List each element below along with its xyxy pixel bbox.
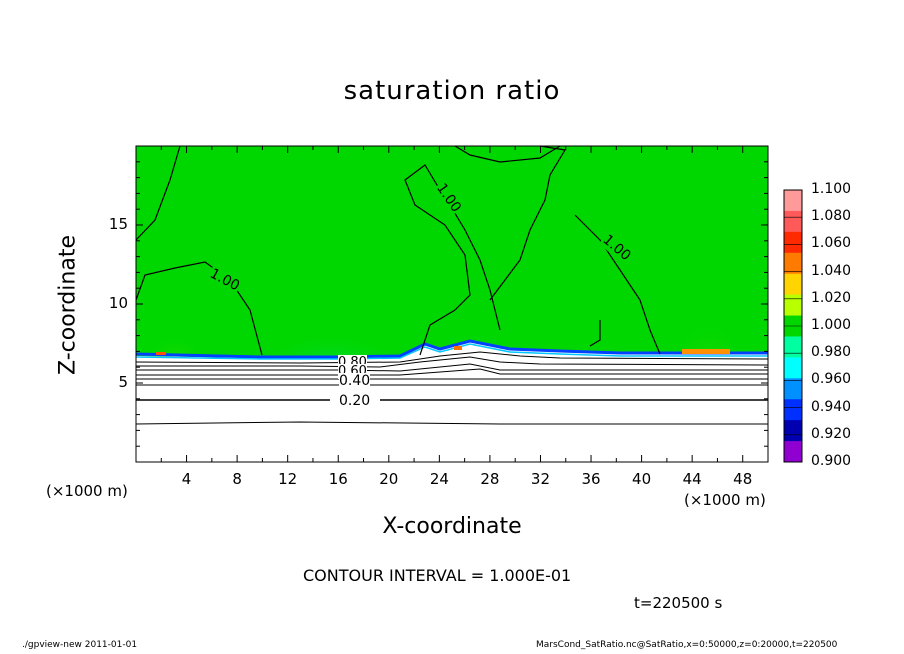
x-tick-label: 48	[733, 470, 753, 488]
y-axis-unit: (×1000 m)	[46, 482, 128, 500]
colorbar-swatch	[784, 420, 802, 442]
hotspot-surface-center	[454, 346, 462, 350]
footer-right: MarsCond_SatRatio.nc@SatRatio,x=0:50000,…	[536, 640, 838, 650]
colorbar-swatch	[784, 441, 802, 463]
x-tick-label: 40	[632, 470, 652, 488]
x-tick-label: 20	[379, 470, 399, 488]
x-tick-label: 24	[429, 470, 449, 488]
chart-title: saturation ratio	[343, 76, 561, 106]
contour-interval: CONTOUR INTERVAL = 1.000E-01	[303, 566, 572, 585]
y-axis-label: Z-coordinate	[55, 235, 81, 375]
colorbar-tick-label: 0.980	[811, 344, 852, 361]
y-tick-label: 10	[108, 294, 128, 312]
colorbar-tick-label: 1.040	[811, 262, 852, 279]
time-label: t=220500 s	[634, 594, 723, 612]
x-tick-label: 8	[232, 470, 242, 488]
colorbar-swatch	[784, 231, 802, 254]
colorbar-swatch	[784, 378, 802, 400]
colorbar-tick-label: 0.940	[811, 398, 852, 415]
y-tick-label: 5	[118, 373, 128, 391]
y-tick-label: 15	[108, 215, 128, 233]
saturated-region	[136, 146, 768, 358]
saturation-edge-inner	[135, 343, 768, 360]
colorbar-swatch	[784, 357, 802, 379]
colorbar-tick-label: 1.000	[811, 317, 852, 333]
colorbar-swatch	[784, 252, 802, 275]
colorbar-tick-label: 0.960	[811, 371, 852, 388]
x-tick-label: 36	[581, 470, 601, 488]
colorbar-swatch	[784, 399, 802, 421]
hotspot-surface-left	[156, 352, 166, 355]
colorbar-swatch	[784, 190, 802, 212]
x-axis-unit: (×1000 m)	[684, 491, 766, 509]
saturation-edge	[135, 339, 768, 359]
hotspot-surface-right	[682, 349, 730, 354]
x-axis-label: X-coordinate	[382, 514, 522, 539]
colorbar-tick-label: 1.020	[811, 289, 852, 306]
colorbar-tick-label: 1.080	[811, 208, 852, 225]
colorbar-swatch	[784, 336, 802, 358]
x-ticks	[160, 146, 744, 462]
colorbar	[784, 189, 802, 463]
colorbar-swatch	[784, 294, 802, 317]
x-tick-label: 16	[328, 470, 348, 488]
saturated-contours	[135, 145, 661, 356]
colorbar-tick-label: 0.920	[811, 425, 852, 442]
subsaturated-region	[136, 342, 768, 462]
lower-contours	[135, 351, 769, 425]
x-tick-label: 28	[480, 470, 500, 488]
y-ticks	[136, 161, 768, 447]
colorbar-tick-label: 1.060	[811, 235, 852, 252]
colorbar-tick-label: 1.100	[811, 181, 852, 197]
x-tick-label: 32	[530, 470, 551, 488]
x-tick-label: 12	[278, 470, 298, 488]
colorbar-frame	[783, 189, 803, 463]
contour-label-6: 0.40	[339, 373, 371, 389]
x-tick-label: 4	[181, 470, 192, 488]
contour-label-7: 0.20	[339, 393, 371, 409]
colorbar-tick-label: 0.900	[811, 453, 852, 469]
footer-left: ./gpview-new 2011-01-01	[22, 640, 138, 650]
x-tick-label: 44	[682, 470, 702, 488]
colorbar-swatch	[784, 210, 802, 233]
colorbar-swatch	[784, 273, 802, 296]
